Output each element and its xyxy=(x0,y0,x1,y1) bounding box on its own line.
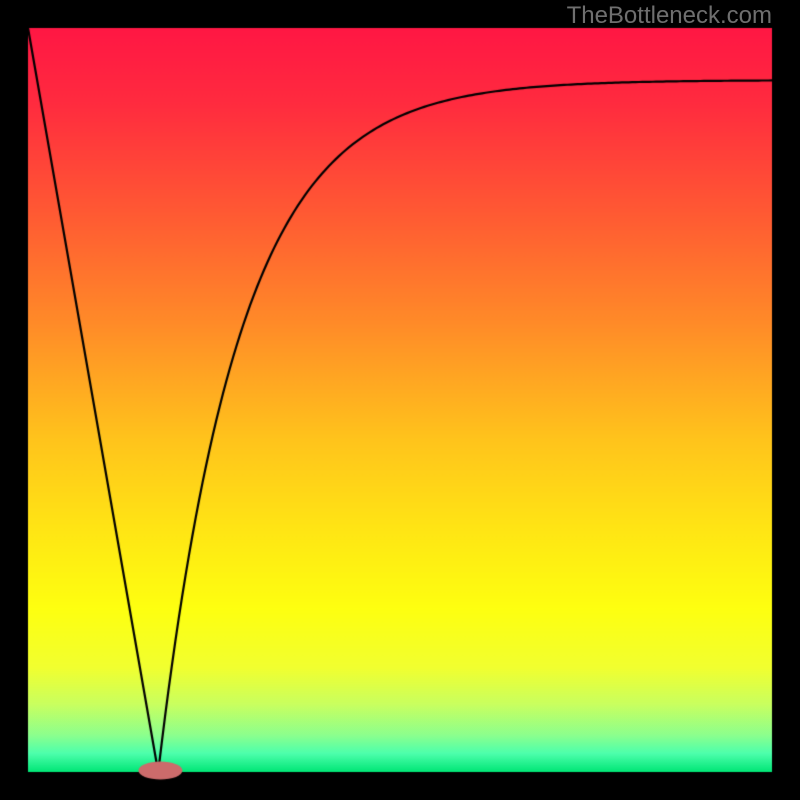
chart-container: TheBottleneck.com xyxy=(0,0,800,800)
bottleneck-chart-canvas xyxy=(0,0,800,800)
watermark-text: TheBottleneck.com xyxy=(567,2,772,30)
